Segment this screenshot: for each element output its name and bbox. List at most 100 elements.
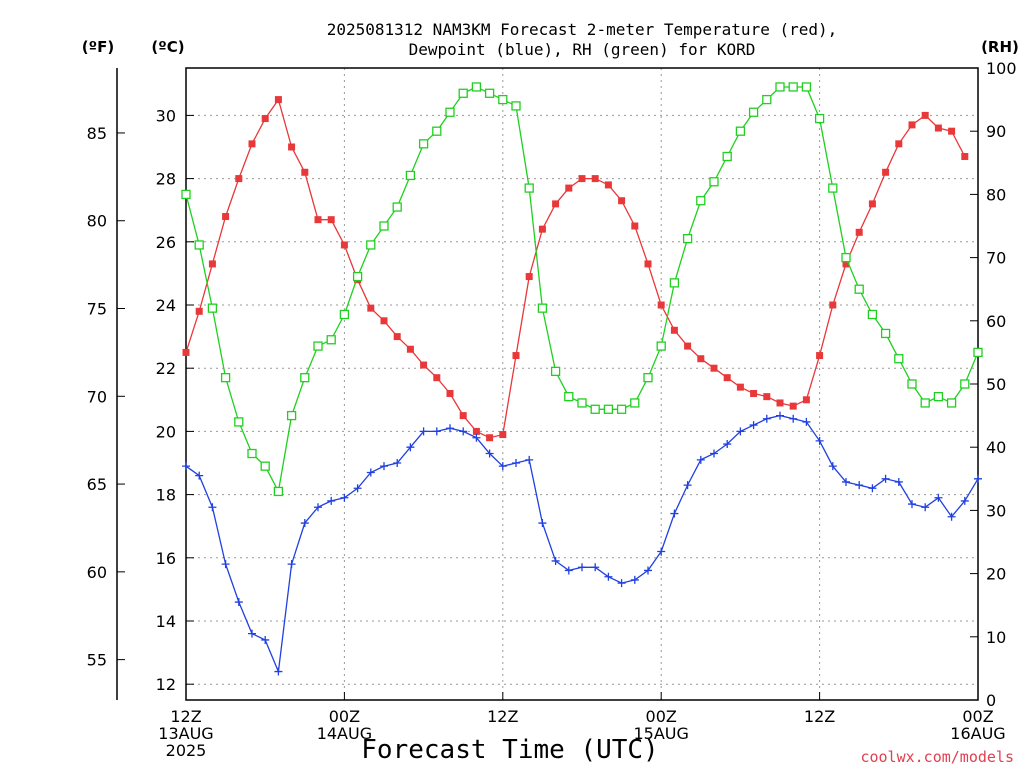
2-meter-temperature-point bbox=[868, 200, 876, 208]
2-meter-temperature-point bbox=[895, 140, 903, 148]
rh-point bbox=[867, 309, 878, 320]
rh-point bbox=[445, 107, 455, 117]
2-meter-temperature-point bbox=[235, 175, 243, 183]
rh-point bbox=[260, 461, 270, 471]
celsius-tick-label: 22 bbox=[156, 359, 176, 378]
2-meter-temperature-point bbox=[710, 364, 718, 372]
dewpoint-point bbox=[485, 449, 494, 458]
rh-point bbox=[669, 278, 680, 288]
2-meter-temperature-point bbox=[380, 317, 388, 325]
text-layer: 2025081312 NAM3KM Forecast 2-meter Tempe… bbox=[82, 20, 1019, 766]
dewpoint-point bbox=[974, 474, 982, 483]
rh-point bbox=[432, 126, 442, 136]
dewpoint-point bbox=[908, 500, 916, 509]
dewpoint-point bbox=[855, 481, 864, 490]
rh-tick-label: 20 bbox=[986, 565, 1006, 584]
rh-point bbox=[973, 347, 983, 358]
2-meter-temperature-point bbox=[789, 402, 797, 410]
rh-point bbox=[841, 252, 851, 263]
rh-point bbox=[801, 82, 812, 92]
2-meter-temperature-point bbox=[472, 427, 480, 435]
dewpoint-point bbox=[723, 440, 732, 449]
dewpoint-point bbox=[894, 477, 903, 486]
2-meter-temperature-point bbox=[802, 396, 810, 404]
dewpoint-point bbox=[670, 509, 679, 518]
dewpoint-point bbox=[710, 449, 718, 458]
dewpoint-point bbox=[644, 566, 652, 575]
plot-frame bbox=[185, 67, 979, 701]
2-meter-temperature-point bbox=[367, 304, 375, 312]
chart-title-line-2: Dewpoint (blue), RH (green) for KORD bbox=[409, 40, 756, 59]
2-meter-temperature-point bbox=[222, 213, 230, 221]
2-meter-temperature-point bbox=[248, 140, 256, 148]
rh-point bbox=[550, 366, 561, 377]
celsius-tick-label: 12 bbox=[156, 675, 176, 694]
2-meter-temperature-point bbox=[842, 260, 850, 268]
rh-point bbox=[696, 196, 706, 206]
rh-point bbox=[392, 202, 402, 212]
2-meter-temperature-line bbox=[185, 98, 966, 439]
dewpoint-point bbox=[419, 427, 428, 436]
fahrenheit-tick-label: 85 bbox=[87, 124, 107, 143]
dewpoint-point bbox=[802, 417, 811, 426]
dewpoint-point bbox=[630, 575, 639, 584]
dewpoint-point bbox=[525, 455, 534, 464]
2-meter-temperature-point bbox=[631, 222, 639, 230]
rh-tick-label: 50 bbox=[986, 375, 1006, 394]
rh-tick-label: 70 bbox=[986, 249, 1006, 268]
dewpoint-point bbox=[234, 598, 243, 607]
dewpoint-point bbox=[182, 462, 190, 471]
2-meter-temperature-point bbox=[340, 241, 348, 249]
rh-point bbox=[498, 94, 508, 105]
rh-point bbox=[616, 404, 627, 414]
rh-point bbox=[920, 398, 930, 408]
dewpoint-point bbox=[921, 503, 930, 512]
rh-tick-label: 30 bbox=[986, 501, 1006, 520]
rh-tick-label: 100 bbox=[986, 59, 1017, 78]
fahrenheit-tick-label: 55 bbox=[87, 651, 107, 670]
dewpoint-point bbox=[261, 635, 270, 644]
x-tick-label: 12Z 13AUG 2025 bbox=[158, 707, 213, 760]
2-meter-temperature-point bbox=[565, 184, 573, 192]
2-meter-temperature-point bbox=[552, 200, 560, 208]
dewpoint-point bbox=[947, 512, 956, 521]
x-tick-label: 00Z 16AUG bbox=[950, 707, 1005, 743]
dewpoint-point bbox=[446, 424, 454, 433]
2-meter-temperature-point bbox=[618, 197, 626, 205]
rh-point bbox=[524, 183, 534, 193]
rh-point bbox=[960, 379, 970, 389]
rh-point bbox=[564, 391, 574, 402]
2-meter-temperature-point bbox=[776, 399, 784, 407]
dewpoint-point bbox=[696, 455, 705, 464]
dewpoint-point bbox=[432, 427, 441, 436]
2-meter-temperature-point bbox=[301, 168, 309, 176]
rh-point bbox=[577, 398, 587, 408]
rh-point bbox=[537, 303, 548, 313]
dewpoint-point bbox=[287, 560, 296, 569]
2-meter-temperature-point bbox=[525, 273, 533, 281]
rh-point bbox=[194, 240, 204, 250]
2-meter-temperature-point bbox=[420, 361, 428, 369]
2-meter-temperature-point bbox=[538, 225, 546, 233]
rh-tick-label: 10 bbox=[986, 628, 1006, 647]
celsius-tick-label: 28 bbox=[156, 170, 176, 189]
dewpoint-point bbox=[657, 547, 666, 556]
axes-layer: 12 14 16 18 20 22 24 26 28 30 55 60 65 70 75 80 85 0 10 20 3… bbox=[87, 59, 1017, 760]
rh-tick-label: 40 bbox=[986, 438, 1006, 457]
rh-point bbox=[207, 303, 218, 313]
rh-point bbox=[366, 240, 376, 250]
rh-point bbox=[181, 189, 191, 200]
rh-point bbox=[220, 373, 231, 383]
dewpoint-point bbox=[380, 462, 388, 471]
rh-point bbox=[775, 82, 785, 92]
dewpoint-point bbox=[960, 496, 969, 505]
rh-point bbox=[590, 404, 600, 414]
dewpoint-line bbox=[185, 414, 979, 675]
2-meter-temperature-point bbox=[763, 393, 771, 401]
x-tick-label: 12Z bbox=[804, 707, 835, 726]
celsius-unit-label: (ºC) bbox=[151, 38, 184, 56]
2-meter-temperature-point bbox=[182, 348, 190, 356]
dewpoint-point bbox=[762, 414, 771, 423]
2-meter-temperature-point bbox=[684, 342, 692, 350]
rh-point bbox=[828, 183, 838, 193]
